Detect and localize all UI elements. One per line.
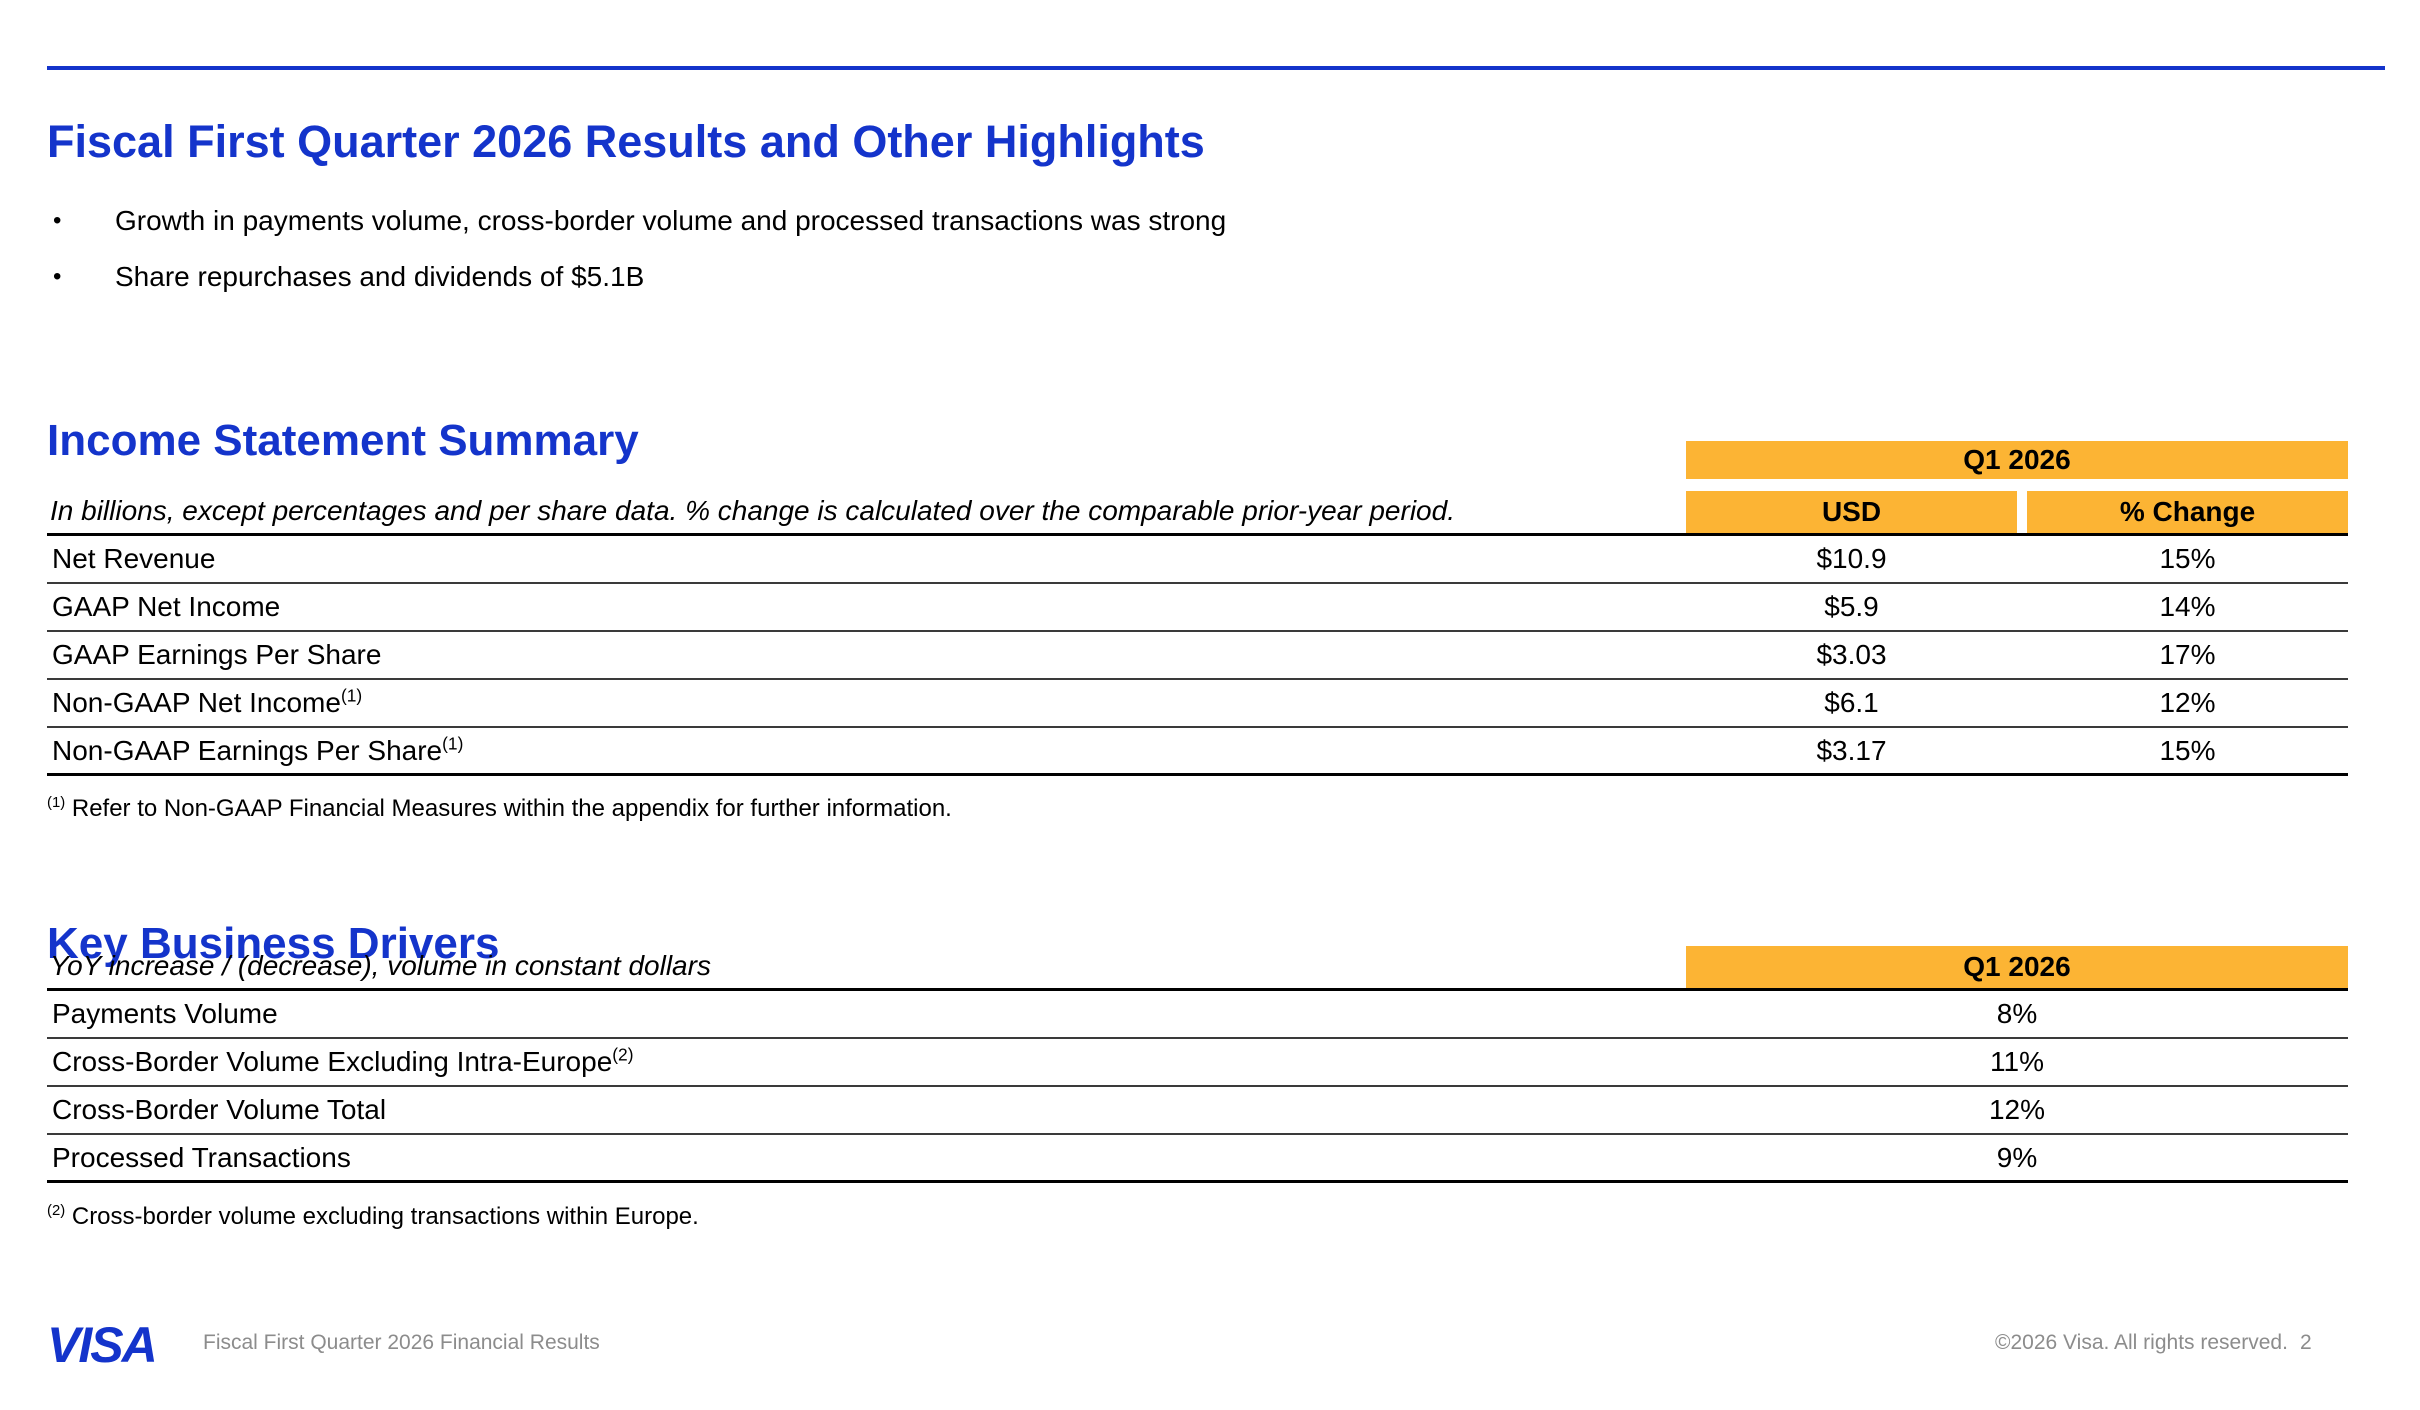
table-row: Non-GAAP Net Income(1) $6.1 12% [47, 680, 2348, 728]
list-item: • Share repurchases and dividends of $5.… [47, 260, 1947, 294]
table-row: Cross-Border Volume Total 12% [47, 1087, 2348, 1135]
period-header-row: YoY increase / (decrease), volume in con… [47, 946, 2348, 991]
change-value: 15% [2159, 543, 2216, 574]
period-header-row: Q1 2026 [47, 441, 2348, 479]
footer-document-title: Fiscal First Quarter 2026 Financial Resu… [203, 1331, 600, 1354]
key-business-drivers-table: YoY increase / (decrease), volume in con… [47, 946, 2348, 1183]
row-label: GAAP Earnings Per Share [52, 639, 382, 670]
footnote-text: Cross-border volume excluding transactio… [71, 1203, 699, 1230]
change-value: 14% [2159, 591, 2216, 622]
visa-logo: VISA [47, 1317, 158, 1373]
title-rule [47, 66, 2385, 70]
footnote-marker: (2) [612, 1044, 634, 1065]
table-row: GAAP Earnings Per Share $3.03 17% [47, 632, 2348, 680]
income-statement-heading: Income Statement Summary [47, 415, 639, 465]
page-number: 2 [2300, 1331, 2312, 1354]
table-row: Non-GAAP Earnings Per Share(1) $3.17 15% [47, 728, 2348, 776]
footnote-marker: (1) [442, 733, 464, 754]
row-label: Non-GAAP Net Income(1) [52, 685, 363, 718]
footer-copyright: ©2026 Visa. All rights reserved. [1995, 1331, 2288, 1354]
row-label: Cross-Border Volume Total [52, 1094, 387, 1125]
income-statement-table: Q1 2026 In billions, except percentages … [47, 441, 2348, 776]
page-title: Fiscal First Quarter 2026 Results and Ot… [47, 116, 1205, 168]
bullet-icon: • [53, 263, 62, 290]
change-value: 17% [2159, 639, 2216, 670]
usd-value: $3.03 [1816, 639, 1887, 670]
change-column-header: % Change [2027, 491, 2348, 533]
period-header-cell: Q1 2026 [1686, 946, 2348, 988]
table-row: Cross-Border Volume Excluding Intra-Euro… [47, 1039, 2348, 1087]
period-header-cell: Q1 2026 [1686, 441, 2348, 479]
bullet-text: Share repurchases and dividends of $5.1B [115, 261, 645, 292]
usd-value: $3.17 [1816, 734, 1887, 766]
driver-value: 11% [1990, 1046, 2044, 1077]
row-label: Cross-Border Volume Excluding Intra-Euro… [52, 1044, 634, 1077]
usd-value: $5.9 [1824, 591, 1879, 622]
column-header-row: In billions, except percentages and per … [47, 491, 2348, 536]
footnote-marker: (1) [47, 795, 66, 811]
bullet-icon: • [53, 207, 62, 234]
footnote-text: Refer to Non-GAAP Financial Measures wit… [71, 795, 952, 822]
driver-value: 8% [1996, 998, 2038, 1029]
highlights-list: • Growth in payments volume, cross-borde… [47, 204, 1947, 316]
table-row: Payments Volume 8% [47, 991, 2348, 1039]
income-footnote: (1) Refer to Non-GAAP Financial Measures… [47, 795, 952, 824]
change-value: 15% [2159, 734, 2216, 766]
column-gap [2017, 491, 2027, 533]
bullet-text: Growth in payments volume, cross-border … [115, 205, 1227, 236]
table-note-cell: In billions, except percentages and per … [47, 491, 1686, 533]
header-gap [47, 479, 2348, 491]
key-business-drivers-heading: Key Business Drivers [47, 918, 500, 968]
row-label: Non-GAAP Earnings Per Share(1) [52, 733, 464, 766]
header-spacer [47, 441, 1686, 479]
table-row: Net Revenue $10.9 15% [47, 536, 2348, 584]
list-item: • Growth in payments volume, cross-borde… [47, 204, 1947, 238]
row-label: Processed Transactions [52, 1141, 351, 1173]
footnote-marker: (1) [340, 685, 363, 706]
row-label: Payments Volume [52, 998, 278, 1029]
usd-value: $6.1 [1824, 687, 1879, 718]
income-table-note: In billions, except percentages and per … [50, 495, 1455, 527]
driver-value: 12% [1988, 1094, 2046, 1125]
row-label: Net Revenue [52, 543, 216, 574]
footnote-marker: (2) [47, 1203, 66, 1219]
driver-value: 9% [1996, 1141, 2038, 1173]
usd-column-header: USD [1686, 491, 2017, 533]
usd-value: $10.9 [1816, 543, 1887, 574]
table-row: GAAP Net Income $5.9 14% [47, 584, 2348, 632]
kbd-table-note: YoY increase / (decrease), volume in con… [50, 950, 711, 982]
kbd-footnote: (2) Cross-border volume excluding transa… [47, 1203, 699, 1232]
change-value: 12% [2159, 687, 2216, 718]
table-note-cell: YoY increase / (decrease), volume in con… [47, 946, 1686, 988]
table-row: Processed Transactions 9% [47, 1135, 2348, 1183]
row-label: GAAP Net Income [52, 591, 281, 622]
